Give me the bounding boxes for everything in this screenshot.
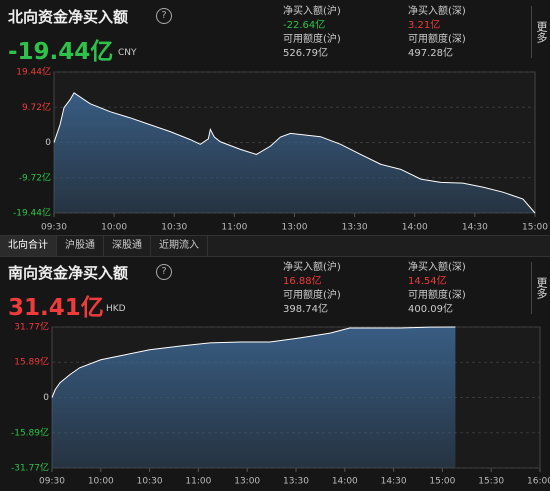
- tab[interactable]: 北向合计: [0, 236, 57, 256]
- tab-bar: 北向合计 沪股通 深股通 近期流入: [0, 235, 550, 257]
- tab[interactable]: 沪股通: [57, 236, 104, 256]
- y-tick-label: -9.72亿: [19, 171, 51, 183]
- stat-value: 14.54亿: [408, 276, 447, 287]
- stat-label: 净买入额(深): [408, 262, 466, 273]
- stat-label: 净买入额(深): [408, 6, 466, 17]
- x-tick-label: 10:30: [161, 223, 187, 233]
- north-title: 北向资金净买入额: [8, 8, 129, 26]
- stat-value: 16.88亿: [283, 276, 322, 287]
- x-tick-label: 15:00: [429, 477, 455, 487]
- tab[interactable]: 深股通: [104, 236, 151, 256]
- stat-value: -22.64亿: [283, 20, 326, 31]
- y-tick-label: 0: [43, 393, 49, 403]
- north-currency: CNY: [118, 48, 137, 58]
- stat-value: 400.09亿: [408, 304, 453, 315]
- stat-value: 3.21亿: [408, 20, 441, 31]
- stat-label: 可用额度(沪): [283, 34, 341, 45]
- stat-label: 净买入额(沪): [283, 262, 341, 273]
- x-tick-label: 09:30: [41, 223, 67, 233]
- x-tick-label: 11:00: [185, 477, 211, 487]
- x-tick-label: 14:00: [402, 223, 428, 233]
- line: [53, 92, 536, 214]
- x-tick-label: 15:00: [522, 223, 548, 233]
- stat-label: 净买入额(沪): [283, 6, 341, 17]
- more-button[interactable]: 更多: [531, 6, 550, 58]
- y-tick-label: -19.44亿: [13, 207, 51, 219]
- stat-label: 可用额度(深): [408, 290, 466, 301]
- x-tick-label: 09:30: [39, 477, 65, 487]
- south-currency: HKD: [106, 304, 126, 314]
- x-tick-label: 14:00: [332, 477, 358, 487]
- y-tick-label: 0: [45, 138, 51, 148]
- tab[interactable]: 近期流入: [151, 236, 208, 256]
- stat-value: 398.74亿: [283, 304, 328, 315]
- north-net: -19.44亿: [8, 39, 114, 65]
- south-chart: 31.77亿 15.89亿 0 -15.89亿 -31.77亿 09:30 10:00 10:…: [11, 321, 550, 487]
- more-button[interactable]: 更多: [531, 262, 550, 314]
- y-tick-label: 19.44亿: [16, 66, 51, 78]
- stat-value: 526.79亿: [283, 48, 328, 59]
- y-tick-label: 15.89亿: [14, 356, 49, 368]
- area: [54, 92, 535, 213]
- x-tick-label: 14:30: [381, 477, 407, 487]
- x-tick-label: 10:30: [137, 477, 163, 487]
- south-title: 南向资金净买入额: [8, 264, 129, 282]
- x-tick-label: 13:00: [282, 223, 308, 233]
- south-net: 31.41亿: [8, 295, 104, 321]
- x-tick-label: 13:30: [342, 223, 368, 233]
- y-tick-label: -31.77亿: [11, 462, 49, 474]
- stat-label: 可用额度(沪): [283, 290, 341, 301]
- x-tick-label: 16:00: [527, 477, 550, 487]
- x-tick-label: 13:00: [234, 477, 260, 487]
- stat-label: 可用额度(深): [408, 34, 466, 45]
- area: [52, 327, 456, 468]
- north-chart: 19.44亿 9.72亿 0 -9.72亿 -19.44亿 09:30 10:00 10:30…: [13, 66, 548, 233]
- help-icon[interactable]: ?: [156, 264, 172, 280]
- y-tick-label: 31.77亿: [14, 321, 49, 333]
- stat-value: 497.28亿: [408, 48, 453, 59]
- line: [51, 326, 456, 398]
- x-tick-label: 11:00: [221, 223, 247, 233]
- x-tick-label: 10:00: [88, 477, 114, 487]
- help-icon[interactable]: ?: [156, 8, 172, 24]
- x-tick-label: 10:00: [101, 223, 127, 233]
- y-tick-label: -15.89亿: [11, 426, 49, 438]
- x-tick-label: 14:30: [462, 223, 488, 233]
- x-tick-label: 13:30: [283, 477, 309, 487]
- y-tick-label: 9.72亿: [22, 101, 51, 113]
- x-tick-label: 15:30: [478, 477, 504, 487]
